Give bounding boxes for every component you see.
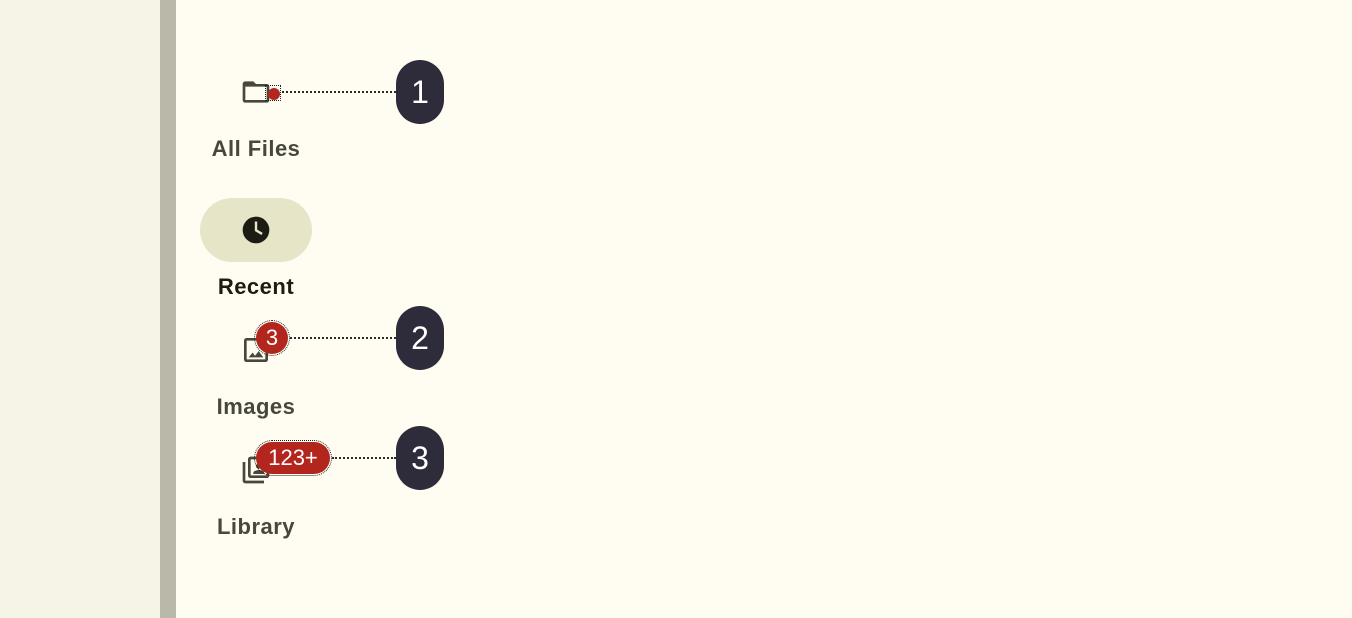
pane-divider[interactable] (160, 0, 176, 618)
badge-bounds (265, 85, 281, 101)
nav-item-label: Library (216, 514, 296, 539)
nav-item-label: Images (216, 394, 296, 419)
nav-item-images[interactable]: 3 Images (200, 318, 312, 426)
nav-item-label: Recent (217, 274, 295, 299)
left-panel (0, 0, 160, 618)
library-icon (240, 454, 272, 486)
callout-connector (282, 91, 396, 93)
nav-item-label: All Files (211, 136, 301, 161)
nav-item-recent[interactable]: Recent (200, 198, 312, 306)
callout-marker: 1 (396, 60, 444, 124)
callout-connector (290, 337, 396, 339)
callout-marker: 3 (396, 426, 444, 490)
nav-item-all-files[interactable]: All Files (200, 60, 312, 168)
content-area (176, 0, 1352, 618)
nav-item-library[interactable]: 123+ Library (200, 438, 332, 546)
callout-connector (332, 457, 396, 459)
count-badge: 3 (254, 320, 290, 356)
callout-marker: 2 (396, 306, 444, 370)
image-icon (240, 334, 272, 366)
dot-badge (268, 88, 280, 100)
clock-icon (240, 214, 272, 246)
count-badge: 123+ (254, 440, 332, 476)
